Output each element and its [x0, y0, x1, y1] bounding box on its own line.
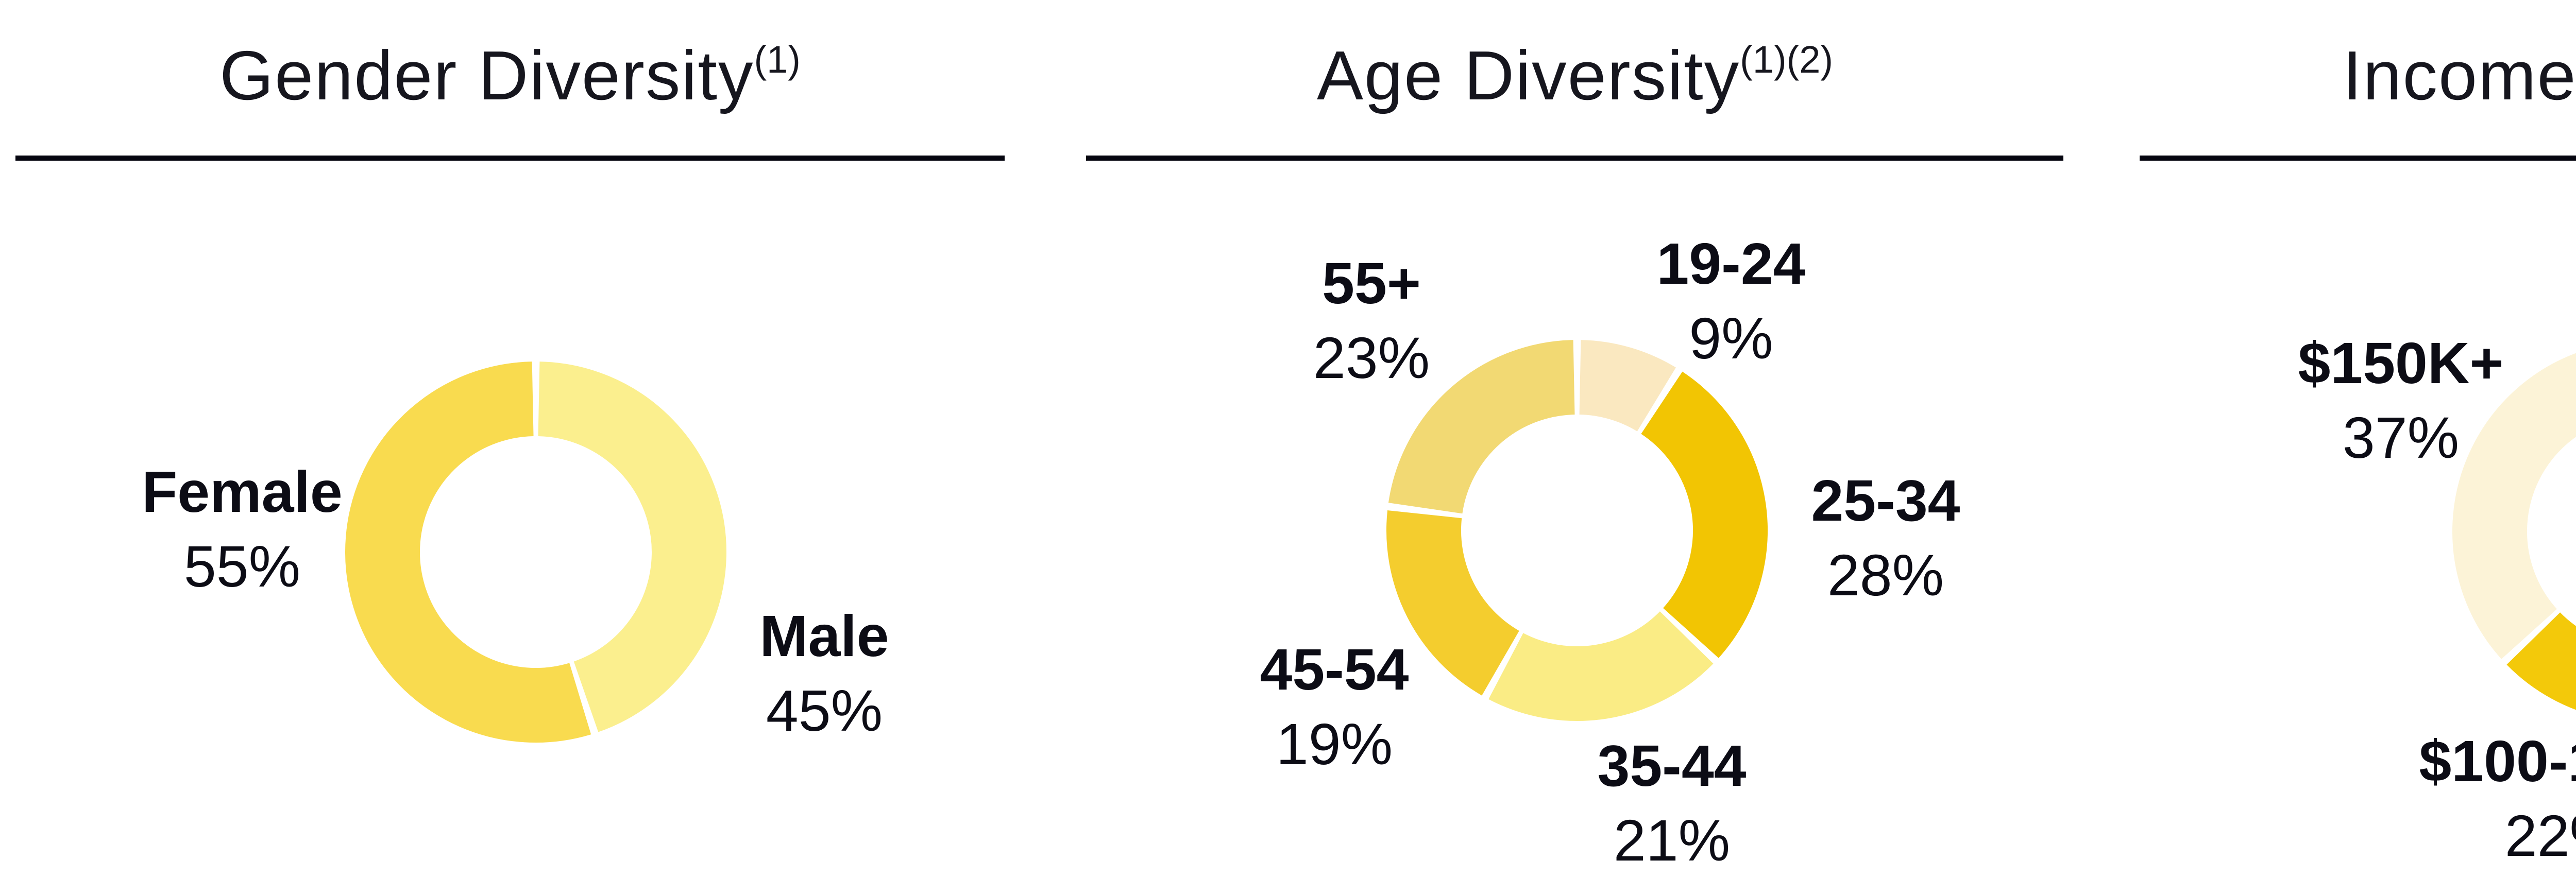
- panel-title: Age Diversity(1)(2): [1317, 32, 1833, 130]
- donut-slice-age-diversity-55: [1386, 340, 1768, 721]
- slice-label-pct: 21%: [1613, 808, 1731, 873]
- slice-label-pct: 55%: [183, 534, 301, 599]
- slice-label-pct: 23%: [1313, 325, 1430, 390]
- title-underline: [1086, 156, 2063, 161]
- slice-label-19-24: 19-24 9%: [1656, 227, 1805, 376]
- panel-title-text: Income Diversity: [2342, 37, 2576, 114]
- panel-title-text: Gender Diversity: [219, 37, 754, 114]
- slice-label-name: $150K+: [2298, 331, 2504, 395]
- title-underline: [2140, 156, 2576, 161]
- slice-label-name: 19-24: [1656, 231, 1806, 296]
- donut-slice-age-diversity-45-54: [1386, 340, 1768, 721]
- slice-label-name: $100-150K: [2419, 729, 2576, 794]
- donut-slice-income-diversity-150k: [2452, 341, 2576, 722]
- panel-title: Income Diversity(1): [2343, 32, 2576, 130]
- panel-title-superscript: (1)(2): [1740, 38, 1834, 81]
- slice-label-name: Male: [759, 604, 889, 668]
- title-underline: [15, 156, 1005, 161]
- slice-label-45-54: 45-54 19%: [1260, 632, 1409, 782]
- donut-slice-age-diversity-35-44: [1386, 340, 1768, 721]
- slice-label-pct: 22%: [2504, 803, 2576, 868]
- slice-label-name: Female: [142, 459, 343, 524]
- panel-title: Gender Diversity(1): [219, 32, 801, 130]
- slice-label-pct: 19%: [1276, 712, 1393, 777]
- slice-label-pct: 28%: [1827, 543, 1944, 608]
- slice-label-name: 45-54: [1260, 637, 1409, 702]
- slice-label-name: 55+: [1322, 251, 1421, 316]
- slice-label-55: 55+ 23%: [1313, 246, 1430, 395]
- panel-title-superscript: (1): [754, 38, 801, 81]
- slice-label-pct: 37%: [2342, 405, 2460, 470]
- slice-label-35-44: 35-44 21%: [1597, 729, 1746, 877]
- panel-title-text: Age Diversity: [1316, 37, 1740, 114]
- slice-label-name: 35-44: [1597, 733, 1747, 798]
- slice-label-25-34: 25-34 28%: [1811, 463, 1960, 613]
- slice-label-pct: 9%: [1689, 306, 1773, 371]
- slice-label-100-150k: $100-150K 22%: [2419, 724, 2576, 873]
- slice-label-name: 25-34: [1811, 468, 1960, 533]
- donut-slice-gender-diversity-female: [345, 362, 726, 743]
- donut-slice-gender-diversity-male: [345, 362, 726, 743]
- slice-label-female: Female 55%: [142, 455, 342, 604]
- slice-label-150k: $150K+ 37%: [2298, 326, 2504, 475]
- donut-slice-age-diversity-25-34: [1386, 339, 1768, 721]
- slice-label-pct: 45%: [766, 678, 883, 743]
- slice-label-male: Male 45%: [759, 599, 889, 748]
